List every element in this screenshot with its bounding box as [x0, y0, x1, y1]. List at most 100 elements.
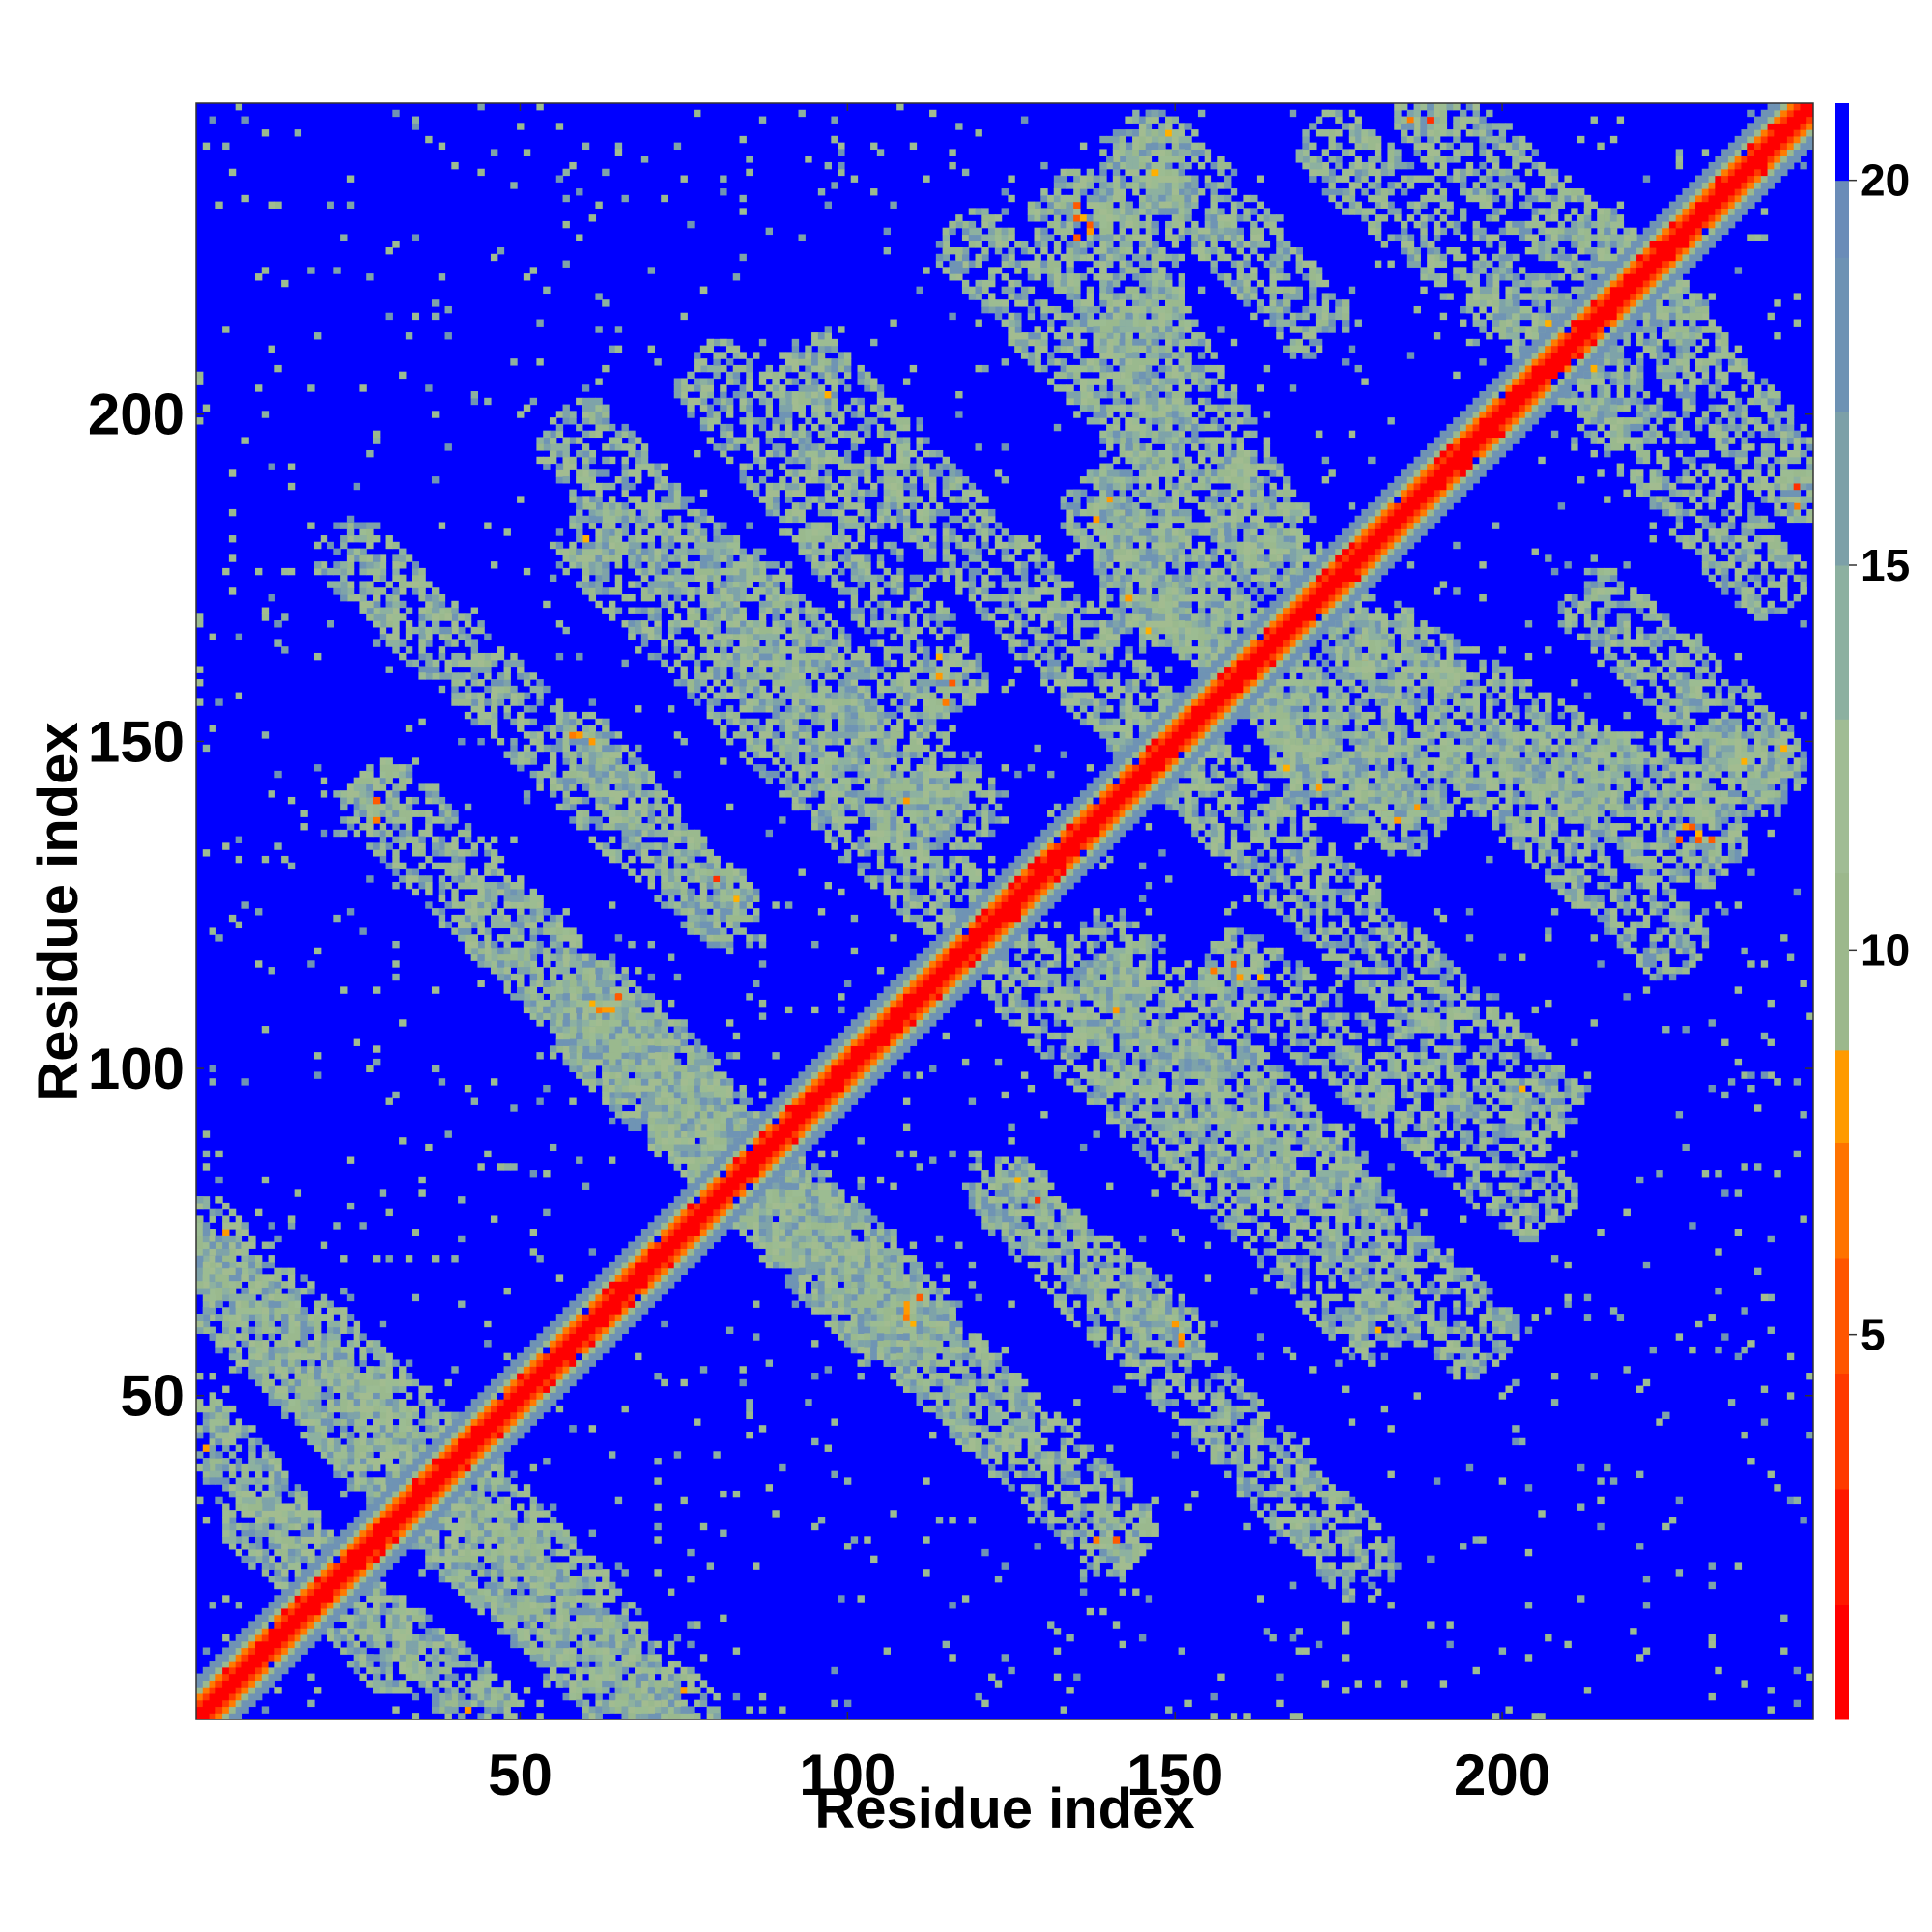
heatmap-cell — [1427, 496, 1434, 502]
heatmap-cell — [1591, 332, 1598, 339]
heatmap-cell — [1709, 182, 1716, 188]
heatmap-cell — [1414, 483, 1421, 490]
heatmap-cell — [759, 1124, 766, 1131]
heatmap-cell — [648, 1674, 655, 1681]
heatmap-cell — [1342, 549, 1349, 555]
heatmap-cell — [825, 1059, 832, 1065]
heatmap-cell — [576, 1314, 582, 1321]
heatmap-cell — [700, 1189, 707, 1196]
heatmap-cell — [392, 1549, 399, 1556]
heatmap-cell — [1446, 496, 1453, 502]
heatmap-cell — [465, 1477, 471, 1484]
heatmap-cell — [641, 1229, 648, 1236]
heatmap-cell — [386, 1556, 393, 1563]
heatmap-cell — [1146, 790, 1152, 797]
heatmap-cell — [1460, 437, 1466, 443]
heatmap-cell — [1780, 143, 1787, 150]
heatmap-cell — [1184, 764, 1191, 771]
heatmap-cell — [661, 1209, 668, 1216]
heatmap-cell — [1492, 398, 1499, 405]
heatmap-cell — [412, 1510, 419, 1517]
heatmap-cell — [1296, 620, 1303, 627]
heatmap-cell — [504, 1412, 511, 1419]
heatmap-cell — [1519, 417, 1525, 424]
heatmap-cell — [602, 1687, 609, 1693]
heatmap-cell — [943, 1007, 950, 1013]
heatmap-cell — [792, 1078, 799, 1085]
heatmap-cell — [733, 1196, 740, 1203]
heatmap-cell — [314, 1589, 321, 1596]
heatmap-cell — [1492, 437, 1499, 443]
heatmap-cell — [628, 1706, 635, 1713]
heatmap-cell — [877, 1065, 884, 1072]
heatmap-cell — [1551, 320, 1558, 327]
heatmap-cell — [1243, 634, 1250, 640]
heatmap-cell — [399, 771, 406, 778]
heatmap-cell — [858, 1065, 865, 1072]
heatmap-cell — [307, 1595, 314, 1602]
heatmap-cell — [229, 1647, 236, 1654]
heatmap-cell — [1296, 613, 1303, 620]
heatmap-cell — [1172, 712, 1179, 719]
heatmap-cell — [844, 1033, 851, 1039]
heatmap-cell — [536, 1608, 543, 1615]
heatmap-cell — [359, 1445, 366, 1452]
heatmap-cell — [1106, 804, 1113, 810]
heatmap-cell — [504, 1406, 511, 1412]
heatmap-cell — [1008, 868, 1014, 875]
heatmap-cell — [1368, 542, 1375, 549]
heatmap-cell — [366, 1379, 373, 1386]
heatmap-cell — [595, 1693, 602, 1700]
heatmap-cell — [1099, 1491, 1106, 1497]
heatmap-cell — [288, 1661, 295, 1667]
heatmap-cell — [923, 1012, 929, 1019]
heatmap-cell — [530, 1406, 537, 1412]
heatmap-cell — [1093, 830, 1099, 837]
heatmap-cell — [484, 1503, 491, 1510]
heatmap-cell — [1165, 738, 1172, 745]
heatmap-cell — [1617, 313, 1624, 320]
heatmap-cell — [1636, 254, 1643, 261]
heatmap-cell — [981, 922, 988, 928]
heatmap-cell — [1184, 698, 1191, 705]
heatmap-cell — [1054, 1484, 1061, 1491]
heatmap-cell — [635, 1687, 641, 1693]
heatmap-cell — [347, 1556, 354, 1563]
heatmap-cell — [248, 1268, 255, 1275]
heatmap-cell — [340, 1451, 347, 1458]
heatmap-cell — [1571, 320, 1577, 327]
heatmap-cell — [477, 1392, 484, 1399]
heatmap-cell — [981, 967, 988, 974]
heatmap-cell — [1125, 804, 1132, 810]
heatmap-cell — [314, 1333, 321, 1340]
heatmap-cell — [366, 1543, 373, 1549]
heatmap-cell — [262, 1359, 269, 1366]
heatmap-cell — [354, 1425, 360, 1432]
heatmap-cell — [1754, 195, 1761, 202]
heatmap-cell — [1519, 384, 1525, 391]
heatmap-cell — [1125, 745, 1132, 752]
heatmap-cell — [1636, 241, 1643, 247]
heatmap-cell — [1479, 424, 1486, 431]
heatmap-cell — [477, 1562, 484, 1569]
heatmap-cell — [1099, 1458, 1106, 1464]
heatmap-cell — [1099, 1536, 1106, 1543]
heatmap-cell — [707, 1229, 714, 1236]
heatmap-cell — [1669, 234, 1676, 241]
heatmap-cell — [504, 1399, 511, 1406]
heatmap-cell — [248, 1634, 255, 1641]
heatmap-cell — [1151, 731, 1158, 738]
heatmap-cell — [1741, 136, 1747, 143]
heatmap-cell — [229, 1654, 236, 1661]
heatmap-cell — [386, 1451, 393, 1458]
heatmap-cell — [576, 1700, 582, 1707]
heatmap-cell — [1728, 176, 1735, 183]
heatmap-cell — [648, 1274, 655, 1281]
heatmap-cell — [563, 1647, 570, 1654]
heatmap-cell — [1486, 417, 1492, 424]
heatmap-cell — [1002, 901, 1009, 908]
heatmap-cell — [864, 1045, 870, 1052]
heatmap-cell — [917, 1000, 923, 1007]
heatmap-cell — [333, 1386, 340, 1393]
heatmap-cell — [1132, 1530, 1139, 1537]
